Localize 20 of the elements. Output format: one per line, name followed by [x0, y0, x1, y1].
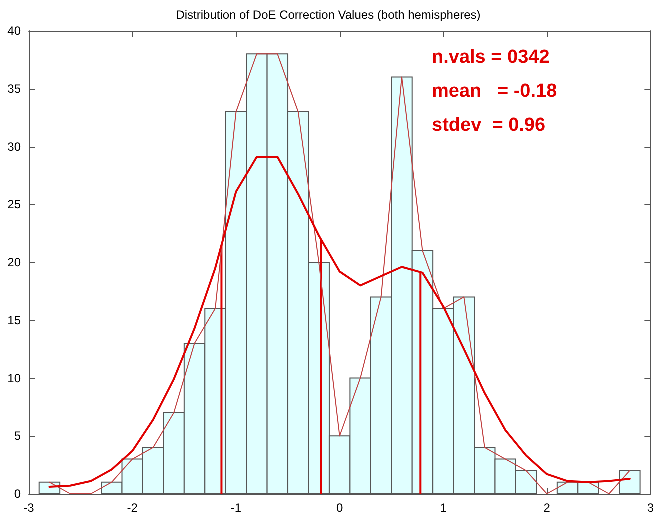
y-tick-label: 35	[8, 82, 22, 96]
annotation: n.vals = 0342	[432, 47, 550, 68]
y-tick-label: 10	[8, 371, 22, 386]
y-tick-label: 20	[8, 256, 22, 270]
x-tick-label: 3	[647, 501, 654, 514]
x-tick-label: -2	[127, 501, 138, 514]
y-tick-label: 15	[8, 313, 22, 328]
x-tick-label: 0	[336, 501, 344, 514]
x-tick-label: 2	[544, 501, 551, 514]
x-tick-label: -1	[230, 501, 242, 514]
x-tick-label: 1	[440, 501, 448, 514]
annotation: mean = -0.18	[432, 81, 558, 102]
y-tick-label: 5	[14, 429, 22, 444]
y-tick-label: 30	[8, 140, 22, 154]
chart-title: Distribution of DoE Correction Values (both hemispheres)	[176, 8, 481, 22]
x-tick-label: -3	[24, 501, 35, 514]
annotation: stdev = 0.96	[432, 115, 546, 136]
y-tick-label: 40	[8, 24, 22, 38]
y-tick-label: 0	[14, 487, 22, 501]
y-tick-label: 25	[8, 198, 22, 212]
